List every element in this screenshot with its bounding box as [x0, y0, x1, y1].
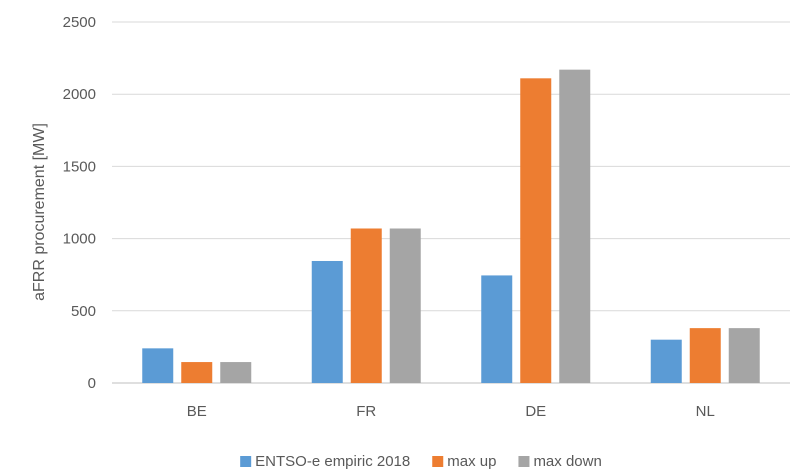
x-tick-label: DE [525, 403, 546, 420]
bar-fr-entso-e-empiric-2018 [311, 260, 343, 383]
bar-nl-max-down [728, 328, 760, 383]
legend-label: max down [533, 453, 601, 470]
x-tick-label: BE [187, 403, 207, 420]
bar-be-entso-e-empiric-2018 [142, 348, 174, 383]
bars [142, 69, 760, 383]
y-tick-label: 500 [71, 303, 96, 320]
bar-de-max-up [520, 78, 552, 383]
bar-be-max-down [220, 362, 252, 383]
bar-nl-entso-e-empiric-2018 [650, 339, 682, 383]
x-tick-label: FR [356, 403, 376, 420]
y-tick-label: 0 [88, 375, 96, 392]
y-tick-label: 2000 [63, 86, 96, 103]
legend-label: ENTSO-e empiric 2018 [255, 453, 410, 470]
legend-swatch [432, 456, 444, 467]
legend-label: max up [447, 453, 496, 470]
gridlines [112, 21, 790, 384]
y-axis-title: aFRR procurement [MW] [31, 123, 48, 301]
bar-fr-max-up [350, 228, 382, 383]
legend-item: max down [518, 453, 602, 470]
bar-de-max-down [559, 69, 591, 383]
x-tick-label: NL [696, 403, 715, 420]
y-tick-label: 1500 [63, 158, 96, 175]
legend-item: max up [432, 453, 496, 470]
bar-de-entso-e-empiric-2018 [481, 275, 513, 383]
y-tick-labels: 0 500 1000 1500 2000 2500 [63, 14, 96, 392]
legend-item: ENTSO-e empiric 2018 [240, 453, 410, 470]
x-tick-labels: BE FR DE NL [187, 403, 715, 420]
y-tick-label: 2500 [63, 14, 96, 31]
legend: ENTSO-e empiric 2018 max up max down [240, 453, 602, 470]
legend-swatch [240, 456, 252, 467]
legend-swatch [518, 456, 530, 467]
bar-nl-max-up [689, 328, 721, 383]
bar-be-max-up [181, 362, 213, 383]
bar-fr-max-down [389, 228, 421, 383]
y-tick-label: 1000 [63, 231, 96, 248]
